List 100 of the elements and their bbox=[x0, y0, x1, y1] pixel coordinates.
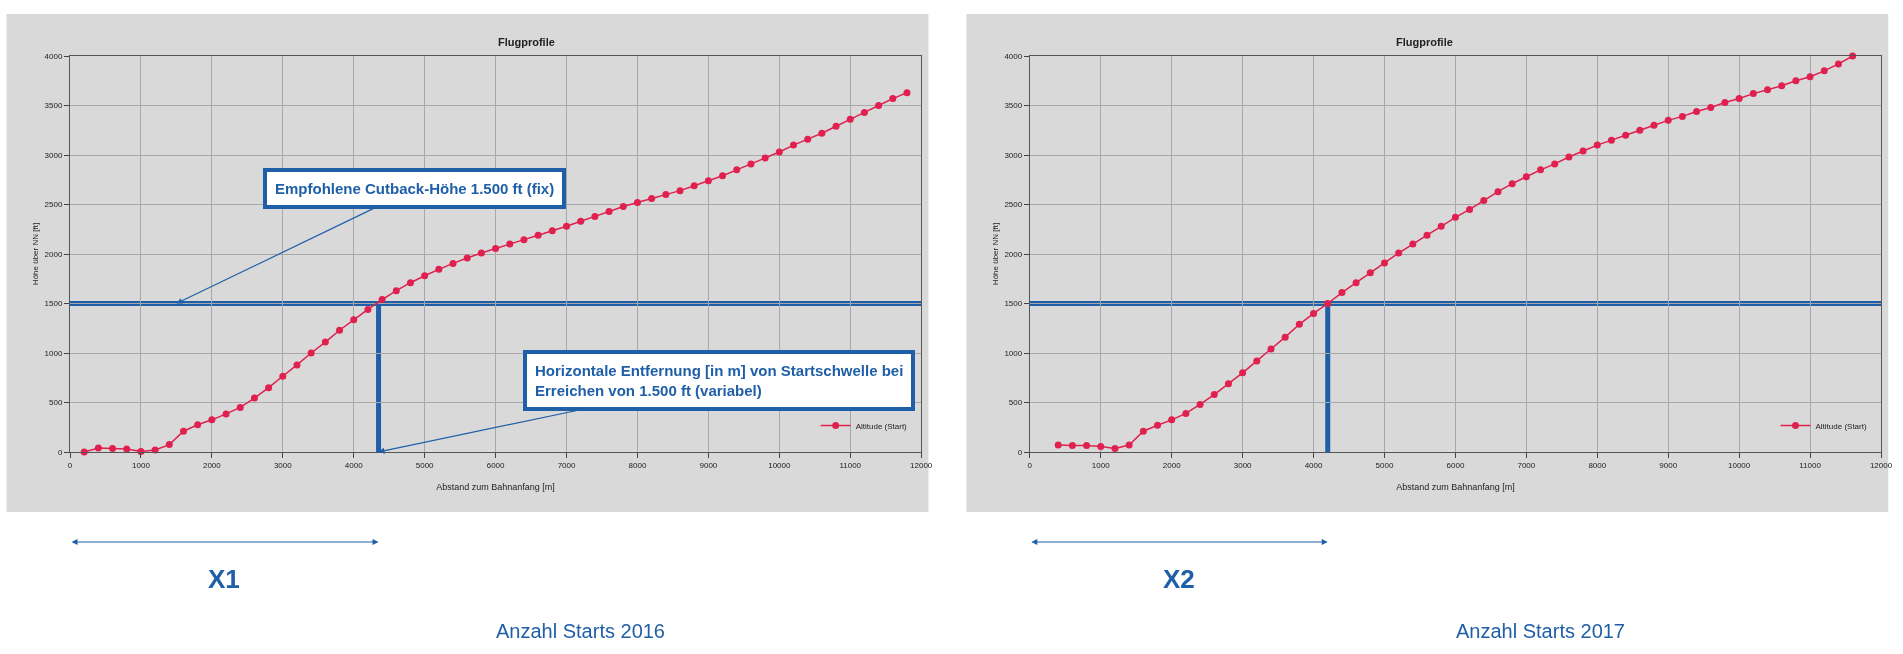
point bbox=[336, 326, 344, 334]
y-tick-label: 4000 bbox=[44, 51, 63, 61]
point bbox=[1068, 442, 1076, 450]
point bbox=[1792, 77, 1800, 85]
x-tick-label: 5000 bbox=[1375, 460, 1394, 470]
text: X2 bbox=[1163, 564, 1195, 594]
point bbox=[1139, 427, 1147, 435]
point bbox=[321, 338, 329, 346]
point bbox=[1111, 445, 1119, 453]
point bbox=[293, 361, 301, 369]
point bbox=[1593, 141, 1601, 149]
point bbox=[704, 177, 712, 185]
y-tick-label: 1000 bbox=[1004, 348, 1023, 358]
point bbox=[1409, 240, 1417, 248]
y-tick-label: 1000 bbox=[44, 348, 63, 358]
point bbox=[1466, 205, 1474, 213]
point bbox=[648, 195, 656, 203]
point bbox=[194, 421, 202, 429]
x-tick-label: 0 bbox=[67, 460, 73, 470]
point bbox=[449, 259, 457, 267]
point bbox=[94, 444, 102, 452]
point bbox=[406, 279, 414, 287]
point bbox=[1395, 249, 1403, 257]
x-tick-label: 3000 bbox=[273, 460, 293, 470]
x-tick-label: 8000 bbox=[1588, 460, 1607, 470]
text: X1 bbox=[208, 564, 240, 594]
point bbox=[1551, 160, 1559, 168]
x-tick-label: 1000 bbox=[132, 460, 151, 470]
point bbox=[789, 141, 797, 149]
x-tick-label: 2000 bbox=[1162, 460, 1182, 470]
legend-label: Altitude (Start) bbox=[855, 421, 908, 431]
x-tick-label: 12000 bbox=[910, 460, 933, 470]
x-tick-label: 1000 bbox=[1091, 460, 1111, 470]
point bbox=[1182, 409, 1190, 417]
point bbox=[846, 115, 854, 123]
point bbox=[307, 349, 315, 357]
x-tick-label: 4000 bbox=[344, 460, 364, 470]
point bbox=[179, 427, 187, 435]
point bbox=[577, 217, 585, 225]
point bbox=[1749, 90, 1757, 98]
chart-title: Flugprofile bbox=[498, 36, 555, 48]
x-tick-label: 10000 bbox=[768, 460, 791, 470]
y-tick-label: 500 bbox=[49, 398, 63, 408]
point bbox=[109, 445, 117, 453]
x-tick-label: 6000 bbox=[486, 460, 506, 470]
point bbox=[832, 122, 840, 130]
point bbox=[477, 249, 485, 257]
point bbox=[165, 441, 173, 449]
chart-title: Flugprofile bbox=[1396, 36, 1453, 48]
point bbox=[1154, 421, 1162, 429]
y-tick-label: 1500 bbox=[1004, 299, 1023, 309]
point bbox=[1125, 441, 1133, 449]
point bbox=[690, 182, 698, 190]
point bbox=[1707, 103, 1715, 111]
point bbox=[1168, 416, 1176, 424]
point bbox=[747, 160, 755, 168]
point bbox=[1310, 309, 1318, 317]
text: Anzahl Starts 2016 bbox=[496, 620, 665, 642]
point bbox=[860, 108, 868, 116]
x-tick-label: 11000 bbox=[1799, 460, 1822, 470]
point bbox=[1650, 121, 1658, 129]
point bbox=[1508, 180, 1516, 188]
y-tick-label: 2500 bbox=[44, 200, 63, 210]
point bbox=[875, 102, 883, 109]
point bbox=[1210, 391, 1218, 399]
y-tick-label: 2000 bbox=[44, 249, 63, 259]
point bbox=[1778, 82, 1786, 90]
point bbox=[1267, 345, 1275, 353]
point bbox=[619, 202, 627, 210]
point bbox=[1423, 231, 1431, 239]
point bbox=[1352, 279, 1360, 287]
point bbox=[1678, 112, 1686, 120]
point bbox=[1295, 320, 1303, 328]
point bbox=[1324, 300, 1332, 307]
legend-label: Altitude (Start) bbox=[1815, 421, 1867, 431]
point bbox=[733, 166, 741, 174]
annotation: Horizontale Entfernung [in m] von Startschwelle bei Erreichen von 1.500 ft (variabel) bbox=[535, 362, 904, 399]
point bbox=[1480, 197, 1488, 205]
point bbox=[1579, 147, 1587, 155]
point bbox=[421, 272, 429, 280]
x-tick-label: 6000 bbox=[1446, 460, 1465, 470]
y-tick-label: 3500 bbox=[1004, 101, 1023, 111]
point bbox=[1622, 131, 1630, 139]
x-axis-title: Abstand zum Bahnanfang [m] bbox=[1396, 482, 1515, 493]
point bbox=[1083, 442, 1091, 450]
point bbox=[889, 95, 897, 103]
point bbox=[208, 416, 216, 424]
point bbox=[1380, 259, 1388, 267]
point bbox=[1664, 116, 1672, 124]
point bbox=[392, 287, 400, 295]
point bbox=[1764, 86, 1772, 94]
y-tick-label: 0 bbox=[57, 447, 63, 457]
point bbox=[605, 207, 613, 215]
y-tick-label: 0 bbox=[1017, 447, 1023, 457]
point bbox=[804, 135, 812, 143]
y-tick-label: 4000 bbox=[1004, 51, 1023, 61]
point bbox=[903, 89, 911, 97]
x-tick-label: 4000 bbox=[1304, 460, 1323, 470]
point bbox=[1636, 126, 1644, 134]
point bbox=[1437, 222, 1445, 230]
